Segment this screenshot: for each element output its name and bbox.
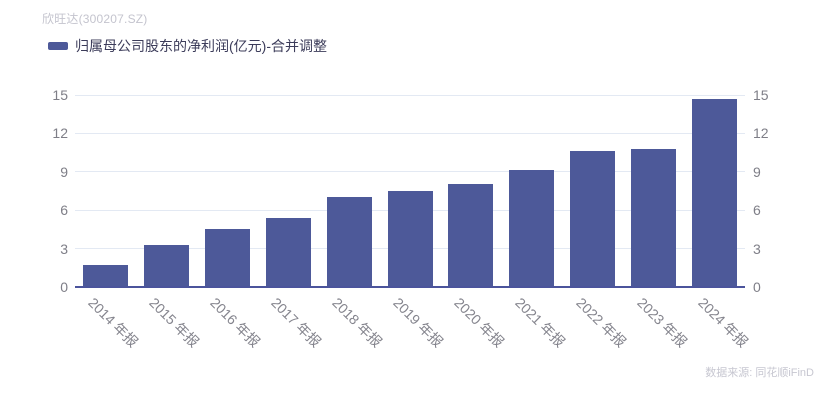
y-axis-tick-label-left: 15 — [52, 87, 68, 103]
legend-label: 归属母公司股东的净利润(亿元)-合并调整 — [75, 38, 327, 54]
x-axis-tick-label: 2016 年报 — [207, 294, 264, 351]
y-axis-tick-label-left: 3 — [60, 240, 68, 257]
y-axis-tick-label-left: 0 — [60, 279, 68, 295]
bar-2023[interactable] — [631, 149, 677, 287]
y-axis-tick-label-right: 15 — [753, 87, 769, 103]
bar-2024[interactable] — [692, 99, 738, 287]
x-axis-tick-label: 2018 年报 — [329, 294, 386, 351]
y-axis-tick-label-right: 3 — [753, 240, 761, 257]
x-axis-tick-label: 2014 年报 — [85, 294, 142, 351]
y-axis-tick-label-right: 6 — [753, 202, 761, 219]
x-axis-line — [75, 286, 745, 288]
chart-title: 欣旺达(300207.SZ) — [42, 12, 148, 26]
x-axis-tick-label: 2015 年报 — [146, 294, 203, 351]
bar-2022[interactable] — [570, 150, 616, 287]
x-axis-tick-label: 2022 年报 — [572, 294, 629, 351]
bar-2014[interactable] — [82, 265, 128, 287]
bar-2015[interactable] — [143, 244, 189, 287]
bar-2019[interactable] — [387, 190, 433, 287]
legend-item[interactable]: 归属母公司股东的净利润(亿元)-合并调整 — [48, 36, 327, 56]
y-axis-tick-label-right: 12 — [753, 125, 769, 142]
x-axis-tick-label: 2024 年报 — [694, 294, 751, 351]
x-axis-tick-label: 2021 年报 — [512, 294, 568, 351]
bar-2017[interactable] — [265, 218, 311, 287]
data-source-note: 数据来源: 同花顺iFinD — [705, 367, 814, 379]
y-axis-tick-label-right: 0 — [753, 279, 761, 295]
bar-2018[interactable] — [326, 197, 372, 287]
bar-2016[interactable] — [204, 229, 250, 287]
gridline-y-9 — [75, 171, 745, 173]
gridline-y-15 — [75, 94, 745, 96]
y-axis-tick-label-left: 12 — [52, 125, 68, 142]
x-axis-tick-label: 2023 年报 — [633, 294, 690, 351]
x-axis-tick-label: 2017 年报 — [268, 294, 325, 351]
gridline-y-12 — [75, 132, 745, 134]
bar-2020[interactable] — [448, 184, 494, 287]
x-axis-tick-label: 2019 年报 — [390, 294, 447, 351]
legend-marker-icon — [48, 42, 68, 50]
y-axis-tick-label-right: 9 — [753, 163, 761, 180]
bar-2021[interactable] — [509, 169, 555, 287]
y-axis-tick-label-left: 6 — [60, 202, 68, 219]
y-axis-tick-label-left: 9 — [60, 163, 68, 180]
x-axis-tick-label: 2020 年报 — [451, 294, 508, 351]
